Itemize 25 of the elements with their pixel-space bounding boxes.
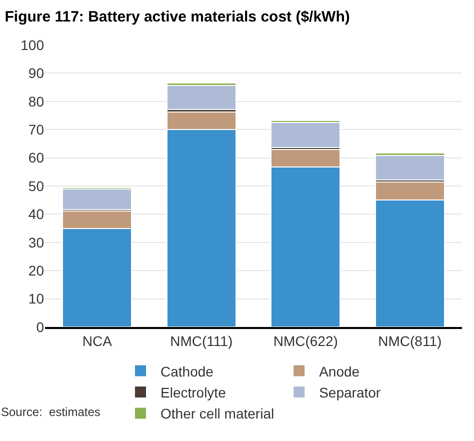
- x-tick-label: NMC(111): [170, 332, 233, 349]
- y-tick-label: 60: [28, 150, 44, 166]
- y-tick-label: 80: [28, 93, 44, 110]
- bar: [374, 154, 445, 180]
- legend-label: Separator: [319, 384, 381, 400]
- x-tick-label: NCA: [82, 332, 113, 349]
- chart-title: Figure 117: Battery active materials cost ($/kWh): [4, 8, 350, 26]
- legend-label: Other cell material: [160, 406, 274, 422]
- y-tick-label: 70: [28, 122, 44, 138]
- legend-label: Electrolyte: [160, 384, 226, 400]
- x-tick-label: NMC(622): [273, 332, 338, 349]
- y-tick-label: 30: [28, 234, 44, 250]
- bar: [270, 122, 341, 148]
- legend-label: Anode: [319, 363, 360, 380]
- y-tick-label: 0: [36, 318, 44, 335]
- y-tick-label: 40: [28, 206, 44, 222]
- x-tick-label: NMC(811): [378, 332, 442, 349]
- y-tick-label: 100: [20, 36, 44, 53]
- y-tick-label: 50: [28, 178, 44, 194]
- source-note: Source: estimates: [1, 405, 100, 419]
- y-tick-label: 10: [28, 290, 44, 307]
- legend-label: Cathode: [160, 363, 214, 380]
- y-tick-label: 90: [28, 65, 44, 82]
- bar: [166, 84, 236, 110]
- y-tick-label: 20: [28, 262, 44, 278]
